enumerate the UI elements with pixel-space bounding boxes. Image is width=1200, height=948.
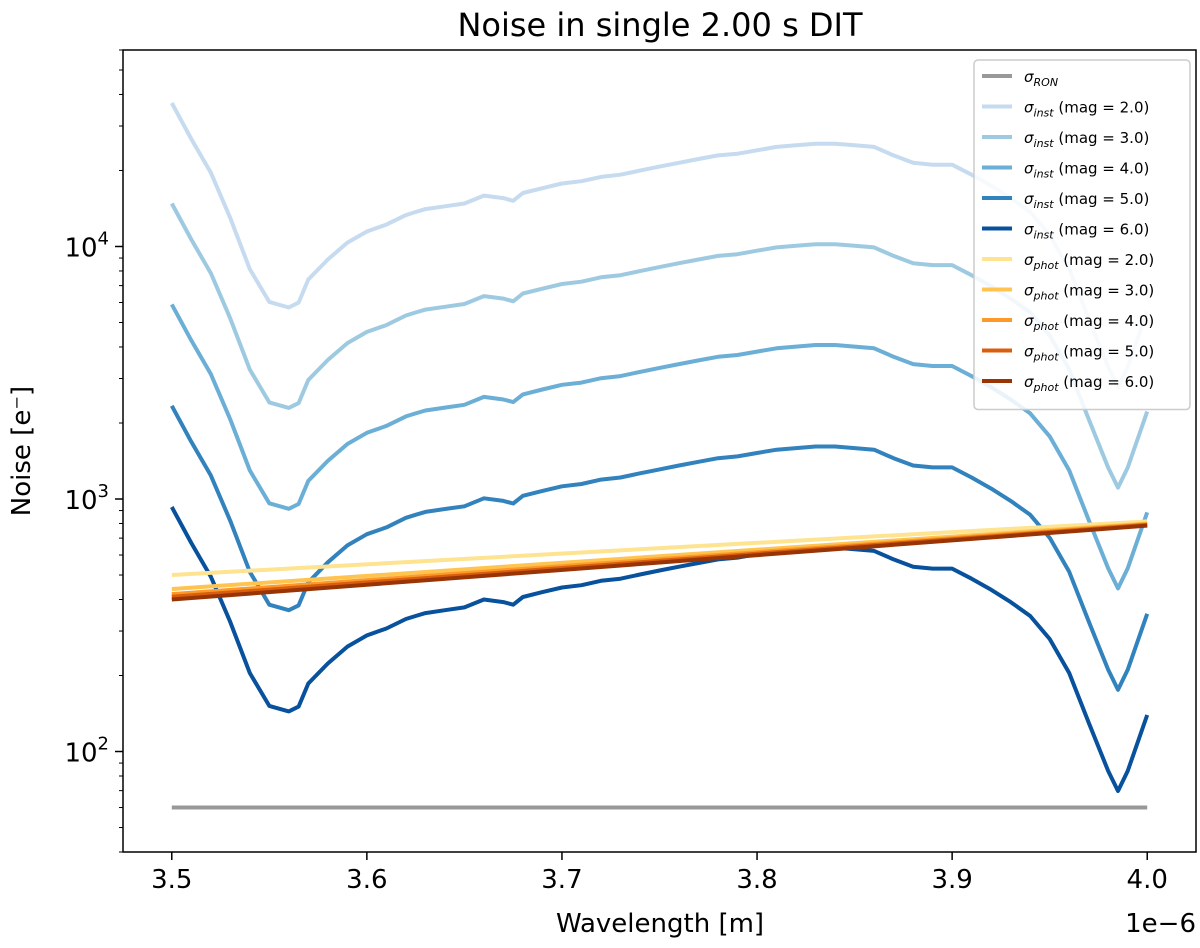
- legend-label: σinst (mag = 5.0): [1024, 190, 1149, 211]
- y-axis: 102 103 104: [64, 49, 123, 853]
- legend-label: σinst (mag = 2.0): [1024, 99, 1149, 120]
- x-tick-label: 4.0: [1127, 865, 1168, 895]
- series-line-inst-6: [170, 506, 1150, 793]
- y-tick-label: 103: [64, 481, 109, 516]
- legend-label: σphot (mag = 6.0): [1024, 373, 1154, 394]
- legend-label: σphot (mag = 4.0): [1024, 312, 1154, 333]
- legend-label: σinst (mag = 4.0): [1024, 160, 1149, 181]
- y-tick-label: 104: [64, 228, 109, 263]
- plot-frame: [122, 49, 1197, 853]
- legend-label: σRON: [1024, 68, 1058, 89]
- legend: σRON σinst (mag = 2.0) σinst (mag = 3.0) σi…: [973, 59, 1191, 411]
- x-axis: 3.5 3.6 3.7 3.8 3.9 4.0: [151, 852, 1168, 895]
- legend-box: [973, 59, 1191, 411]
- legend-label: σphot (mag = 3.0): [1024, 282, 1154, 303]
- plot-lines: [170, 102, 1150, 810]
- series-line-phot-6: [171, 523, 1148, 602]
- x-tick-label: 3.8: [736, 865, 777, 895]
- y-tick-label: 102: [64, 734, 109, 769]
- series-line-phot-2: [171, 519, 1148, 577]
- legend-label: σphot (mag = 2.0): [1024, 251, 1154, 272]
- x-tick-label: 3.6: [346, 865, 387, 895]
- x-tick-label: 3.7: [541, 865, 582, 895]
- x-tick-label: 3.5: [151, 865, 192, 895]
- x-axis-offset-label: 1e−6: [1125, 909, 1196, 939]
- legend-label: σinst (mag = 3.0): [1024, 129, 1149, 150]
- x-tick-label: 3.9: [931, 865, 972, 895]
- legend-label: σphot (mag = 5.0): [1024, 343, 1154, 364]
- series-line-inst-5: [170, 404, 1150, 692]
- y-axis-label: Noise [e⁻]: [7, 386, 37, 516]
- x-axis-label: Wavelength [m]: [556, 909, 764, 939]
- chart-title: Noise in single 2.00 s DIT: [457, 6, 863, 44]
- legend-label: σinst (mag = 6.0): [1024, 221, 1149, 242]
